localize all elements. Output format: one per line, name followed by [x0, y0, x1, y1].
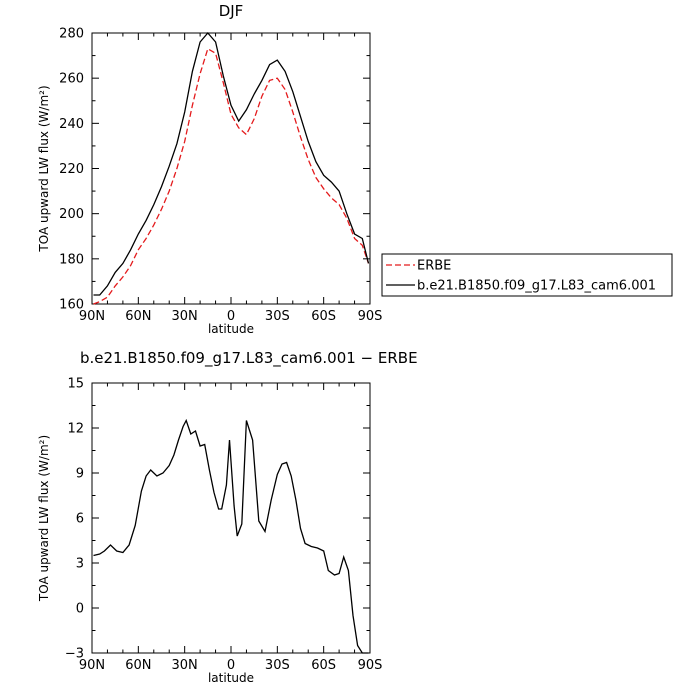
bottom-chart-panel: 90N 60N 30N 0 30S 60S 90S −3 0 3 6 9 12 15 b.e21.B1850…: [37, 349, 418, 685]
chart-1-y-tick-label: 9: [76, 467, 84, 482]
chart-0-title: DJF: [219, 2, 244, 20]
chart-0-series-line-erbe: [93, 47, 370, 305]
chart-1-y-tick-label: 6: [76, 512, 84, 527]
chart-1-y-axis-label: TOA upward LW flux (W/m²): [37, 435, 51, 602]
chart-1-x-tick-label: 90S: [358, 658, 383, 673]
chart-0-y-tick-label: 200: [59, 207, 84, 222]
chart-1-y-tick-label: 15: [67, 377, 84, 392]
chart-0-y-tick-label: 160: [59, 298, 84, 313]
legend-label-1: b.e21.B1850.f09_g17.L83_cam6.001: [417, 279, 656, 294]
chart-0-x-tick-label: 60S: [311, 309, 336, 324]
chart-1-series-line-difference: [93, 418, 369, 654]
chart-0-y-tick-label: 260: [59, 72, 84, 87]
chart-0-x-tick-label: 30N: [172, 309, 198, 324]
chart-1-x-tick-label: 60S: [311, 658, 336, 673]
chart-1-x-tick-label: 0: [227, 658, 235, 673]
chart-0-x-tick-label: 0: [227, 309, 235, 324]
chart-1-x-tick-label: 30N: [172, 658, 198, 673]
chart-1-y-tick-label: −3: [65, 647, 84, 662]
chart-0-x-tick-label: 90N: [79, 309, 105, 324]
chart-0-y-tick-label: 240: [59, 117, 84, 132]
chart-1-x-tick-label: 90N: [79, 658, 105, 673]
chart-0-x-tick-label: 30S: [265, 309, 290, 324]
chart-1-y-tick-label: 0: [76, 602, 84, 617]
chart-0-plot-frame: [91, 32, 371, 305]
chart-1-x-axis-label: latitude: [208, 671, 254, 685]
chart-1-plot-frame: [91, 382, 371, 654]
chart-0-x-tick-label: 60N: [125, 309, 151, 324]
chart-0-x-axis-label: latitude: [208, 322, 254, 336]
chart-0-x-tick-label: 90S: [358, 309, 383, 324]
chart-1-y-tick-label: 12: [67, 422, 84, 437]
chart-0-series-line-b-e21-b1850-f09-g17-l83-cam6-001: [93, 32, 370, 296]
chart-0-y-tick-label: 180: [59, 252, 84, 267]
legend-box: [381, 253, 673, 297]
legend-label-0: ERBE: [417, 259, 451, 274]
chart-0-y-tick-label: 220: [59, 162, 84, 177]
chart-1-x-tick-label: 60N: [125, 658, 151, 673]
chart-0-y-axis-label: TOA upward LW flux (W/m²): [37, 85, 51, 252]
chart-1-title: b.e21.B1850.f09_g17.L83_cam6.001 − ERBE: [80, 349, 418, 368]
top-chart-panel: 90N 60N 30N 0 30S 60S 90S 160 180 200 220 240 260 280…: [37, 2, 673, 336]
chart-0-y-tick-label: 280: [59, 27, 84, 42]
chart-1-x-tick-label: 30S: [265, 658, 290, 673]
chart-1-y-tick-label: 3: [76, 557, 84, 572]
